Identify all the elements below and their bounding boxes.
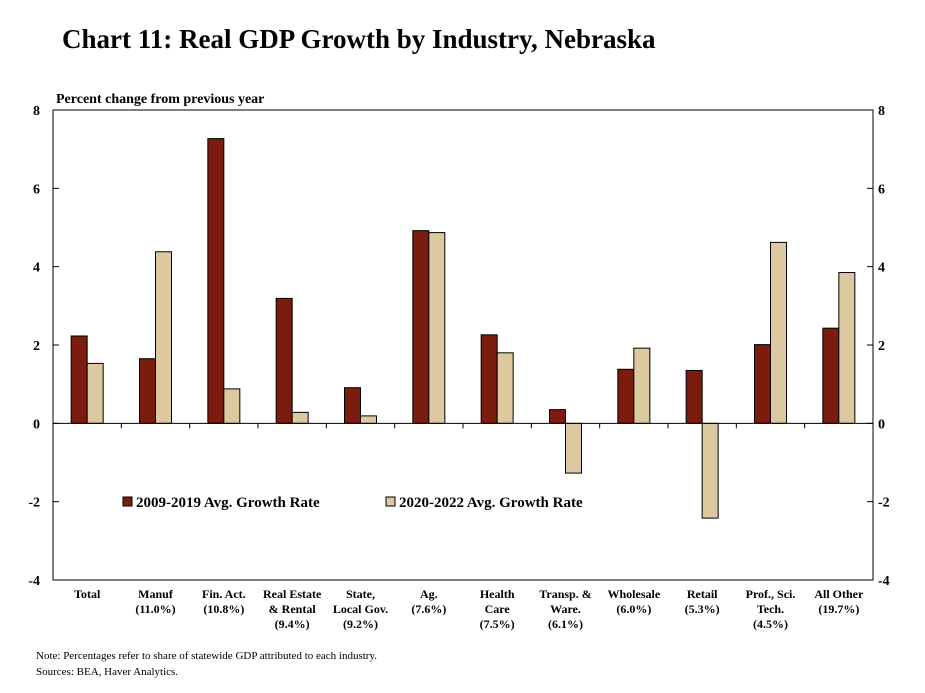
bar-series-2 bbox=[770, 241, 787, 424]
x-category-label: Transp. & bbox=[539, 587, 591, 601]
bar-series-1 bbox=[480, 334, 498, 424]
y-tick-label-right: 4 bbox=[878, 261, 885, 276]
bar-series-2 bbox=[291, 411, 309, 424]
y-tick-label-right: -2 bbox=[878, 496, 890, 511]
chart-notes: Note: Percentages refer to share of stat… bbox=[36, 648, 377, 680]
y-tick-label-left: -2 bbox=[28, 496, 40, 511]
x-category-label: Real Estate bbox=[263, 587, 322, 601]
x-category-label: Retail bbox=[687, 587, 718, 601]
x-category-label: Wholesale bbox=[607, 587, 660, 601]
y-tick-label-right: 8 bbox=[878, 104, 885, 119]
x-category-label: (11.0%) bbox=[135, 602, 175, 616]
bar-series-1 bbox=[275, 297, 293, 424]
bar-series-2 bbox=[838, 272, 856, 424]
y-tick-label-right: -4 bbox=[878, 574, 890, 589]
bar-series-2 bbox=[701, 422, 719, 519]
chart-title: Chart 11: Real GDP Growth by Industry, N… bbox=[62, 24, 656, 54]
x-category-label: & Rental bbox=[269, 602, 317, 616]
bar-series-2 bbox=[565, 422, 582, 474]
y-tick-label-left: 0 bbox=[33, 417, 40, 432]
y-tick-label-right: 0 bbox=[878, 417, 885, 432]
x-category-label: All Other bbox=[814, 587, 864, 601]
footnote: Note: Percentages refer to share of stat… bbox=[36, 650, 377, 662]
bar-series-1 bbox=[139, 358, 156, 424]
x-category-label: Health bbox=[480, 587, 515, 601]
bar-series-1 bbox=[822, 327, 840, 424]
bar-series-1 bbox=[754, 344, 771, 424]
x-category-label: Ware. bbox=[550, 602, 581, 616]
x-category-label: (7.6%) bbox=[411, 602, 446, 616]
x-category-label: Ag. bbox=[420, 587, 438, 601]
y-tick-label-right: 6 bbox=[878, 182, 885, 197]
y-tick-label-left: 8 bbox=[33, 104, 40, 119]
y-tick-label-left: -4 bbox=[28, 574, 40, 589]
sources-note: Sources: BEA, Haver Analytics. bbox=[36, 666, 179, 678]
bar-series-2 bbox=[428, 232, 446, 424]
legend-label-2: 2020-2022 Avg. Growth Rate bbox=[399, 495, 583, 511]
y-tick-label-left: 6 bbox=[33, 182, 40, 197]
y-tick-label-left: 2 bbox=[33, 339, 40, 354]
x-category-label: (5.3%) bbox=[685, 602, 720, 616]
y-tick-label-left: 4 bbox=[33, 261, 40, 276]
bar-series-2 bbox=[155, 251, 172, 424]
bar-series-1 bbox=[70, 335, 88, 424]
legend-swatch-2 bbox=[385, 496, 396, 507]
x-category-label: (10.8%) bbox=[203, 602, 244, 616]
bar-series-1 bbox=[207, 138, 225, 424]
x-category-label: (7.5%) bbox=[480, 617, 515, 631]
y-axis-label: Percent change from previous year bbox=[56, 92, 264, 107]
x-category-label: (19.7%) bbox=[818, 602, 859, 616]
x-category-label: Prof., Sci. bbox=[746, 587, 796, 601]
bar-series-2 bbox=[496, 352, 514, 424]
y-tick-label-right: 2 bbox=[878, 339, 885, 354]
x-category-label: (6.1%) bbox=[548, 617, 583, 631]
bar-series-1 bbox=[344, 387, 361, 424]
bar-series-2 bbox=[633, 347, 651, 424]
bar-series-1 bbox=[617, 368, 635, 424]
x-category-label: (9.4%) bbox=[275, 617, 310, 631]
bar-series-1 bbox=[412, 230, 430, 424]
x-category-label: Total bbox=[74, 587, 101, 601]
bar-series-1 bbox=[549, 409, 566, 424]
bar-series-2 bbox=[223, 388, 241, 424]
x-category-label: (9.2%) bbox=[343, 617, 378, 631]
x-category-label: Manuf bbox=[138, 587, 174, 601]
legend-swatch-1 bbox=[122, 496, 133, 507]
x-category-label: Fin. Act. bbox=[202, 587, 246, 601]
x-category-label: (6.0%) bbox=[616, 602, 651, 616]
x-category-label: Tech. bbox=[757, 602, 784, 616]
bar-series-2 bbox=[86, 362, 104, 424]
bar-series-2 bbox=[360, 415, 377, 424]
x-category-label: Care bbox=[485, 602, 511, 616]
legend-label-1: 2009-2019 Avg. Growth Rate bbox=[136, 495, 320, 511]
x-category-label: State, bbox=[346, 587, 375, 601]
x-category-label: Local Gov. bbox=[333, 602, 388, 616]
bar-series-1 bbox=[685, 369, 703, 424]
x-category-label: (4.5%) bbox=[753, 617, 788, 631]
